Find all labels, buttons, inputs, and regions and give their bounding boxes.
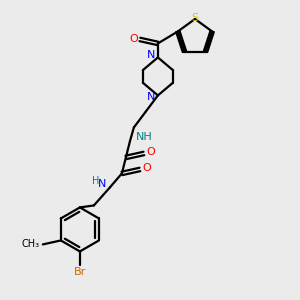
Text: O: O xyxy=(142,164,151,173)
Text: CH₃: CH₃ xyxy=(22,239,40,249)
Text: NH: NH xyxy=(136,132,152,142)
Text: O: O xyxy=(130,34,138,44)
Text: N: N xyxy=(98,179,106,189)
Text: N: N xyxy=(147,92,155,102)
Text: Br: Br xyxy=(74,267,86,278)
Text: N: N xyxy=(147,50,155,60)
Text: H: H xyxy=(92,176,100,186)
Text: O: O xyxy=(146,147,155,158)
Text: S: S xyxy=(191,13,199,23)
